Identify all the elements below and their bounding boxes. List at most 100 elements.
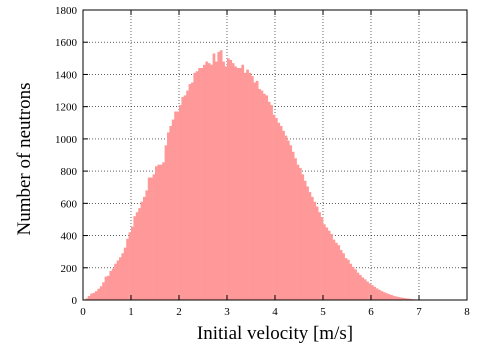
histogram-bar	[152, 174, 156, 300]
histogram-bar	[313, 201, 317, 300]
histogram-bar	[407, 298, 410, 300]
histogram-bar	[395, 296, 398, 300]
histogram-bar	[306, 186, 309, 300]
histogram-bar	[200, 68, 204, 300]
x-tick-label: 6	[368, 306, 374, 318]
histogram-bar	[179, 105, 182, 300]
histogram-bar	[215, 61, 218, 300]
y-tick-label: 1600	[55, 37, 78, 49]
histogram-bar	[351, 266, 355, 300]
histogram-bar	[111, 268, 115, 300]
x-tick-label: 8	[464, 306, 470, 318]
histogram-bar	[289, 145, 293, 300]
histogram-bar	[330, 233, 333, 300]
histogram-bar	[241, 64, 245, 301]
histogram-bar	[114, 263, 117, 300]
histogram-bar	[397, 296, 401, 300]
histogram-bar	[335, 242, 338, 300]
histogram-bar	[349, 263, 353, 300]
x-tick-label: 0	[80, 306, 86, 318]
histogram-bar	[138, 208, 141, 300]
histogram-bar	[164, 145, 168, 300]
histogram-bar	[205, 61, 209, 300]
histogram-bar	[318, 212, 321, 300]
y-tick-label: 1200	[55, 102, 78, 114]
histogram-bar	[258, 88, 261, 300]
x-tick-label: 4	[272, 306, 278, 318]
histogram-bar	[263, 93, 266, 301]
histogram-bar	[347, 259, 350, 300]
histogram-bar	[279, 126, 283, 300]
histogram-bar	[147, 177, 151, 300]
histogram-bar	[143, 196, 146, 300]
histogram-bar	[282, 130, 285, 300]
histogram-bar	[169, 126, 173, 300]
histogram-bar	[251, 76, 254, 300]
histogram-bar	[255, 80, 259, 300]
histogram-bar	[219, 50, 223, 301]
ticks-layer: 0 1 2 3 4 5 6 7 8 0 200 400 600 800 1000 1200 1400 1600 18…	[55, 5, 470, 318]
histogram-bar	[404, 298, 408, 300]
histogram-bar	[373, 286, 377, 300]
histogram-bar	[97, 288, 101, 300]
y-tick-label: 800	[61, 166, 78, 178]
histogram-bar	[159, 164, 163, 300]
histogram-bar	[227, 58, 230, 301]
histogram-bar	[246, 69, 249, 300]
histogram-bar	[390, 295, 393, 300]
histogram-bar	[392, 295, 396, 300]
histogram-bar	[119, 257, 122, 300]
histogram-bar	[116, 260, 120, 300]
histogram-bar	[135, 212, 139, 300]
x-tick-label: 7	[416, 306, 422, 318]
histogram-bar	[308, 192, 312, 300]
histogram-bar	[157, 164, 161, 300]
histogram-bar	[248, 72, 252, 300]
histogram-bar	[301, 174, 305, 300]
histogram-bar	[90, 293, 93, 300]
y-tick-label: 600	[61, 198, 78, 210]
histogram-bar	[102, 282, 105, 300]
histogram-bar	[311, 196, 314, 300]
histogram-bar	[368, 283, 372, 300]
histogram-bar	[284, 135, 288, 300]
histogram-bar	[87, 295, 91, 300]
histogram-bar	[399, 297, 403, 300]
histogram-bar	[253, 82, 257, 300]
histogram-bar	[140, 201, 144, 300]
histogram-bar	[195, 71, 199, 300]
histogram-bar	[155, 166, 158, 300]
histogram-bar	[183, 95, 187, 300]
histogram-bar	[210, 64, 213, 301]
histogram-bar	[131, 226, 134, 300]
y-tick-label: 0	[72, 295, 78, 307]
histogram-bar	[234, 66, 237, 300]
histogram-bar	[287, 140, 290, 300]
histogram-bar	[272, 114, 276, 300]
histogram-bar	[323, 224, 326, 300]
y-tick-label: 1400	[55, 69, 78, 81]
y-tick-label: 1800	[55, 5, 78, 17]
histogram-bar	[260, 90, 264, 300]
histogram-bar	[366, 281, 369, 300]
histogram-bar	[176, 111, 180, 300]
x-tick-label: 1	[128, 306, 134, 318]
x-tick-label: 5	[320, 306, 326, 318]
histogram-bar	[85, 298, 89, 300]
histogram-bar	[344, 258, 348, 300]
histogram-bar	[265, 95, 269, 300]
histogram-bar	[167, 132, 170, 300]
histogram-bar	[92, 292, 96, 300]
histogram-bar	[332, 239, 336, 300]
histogram-bar	[217, 51, 221, 301]
histogram-bar	[339, 250, 343, 300]
histogram-bar	[409, 298, 413, 300]
histogram-bar	[385, 293, 389, 300]
histogram-bar	[267, 101, 271, 300]
x-axis-title: Initial velocity [m/s]	[197, 323, 353, 344]
histogram-bar	[359, 275, 362, 300]
histogram-bar	[275, 117, 278, 300]
y-axis-title: Number of neutrons	[14, 82, 35, 235]
